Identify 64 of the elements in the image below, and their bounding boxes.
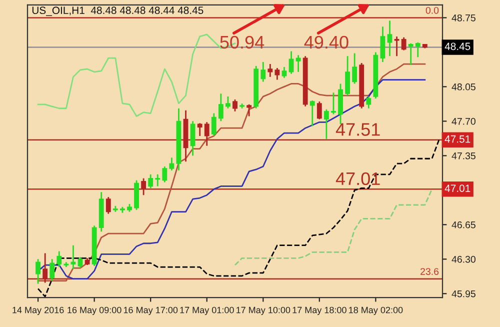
x-tick-label: 17 May 18:00 [292, 306, 346, 316]
candlestick [141, 178, 146, 196]
candlestick [268, 63, 273, 78]
candlestick [401, 36, 406, 51]
candlestick [352, 52, 358, 84]
candlestick [42, 252, 48, 284]
candlestick [310, 100, 315, 127]
x-tick-label: 16 May 17:00 [124, 306, 178, 316]
candlestick [408, 42, 414, 66]
candlestick [162, 166, 168, 183]
candlestick [70, 244, 76, 270]
y-tick-label: 48.75 [452, 14, 476, 22]
candlestick [78, 256, 83, 269]
text: 47.51 [336, 123, 380, 136]
x-tick-label: 18 May 02:00 [349, 306, 403, 316]
ref-line-label: 47.01 [444, 184, 470, 192]
y-tick-label: 46.65 [452, 221, 476, 228]
candlestick [380, 26, 386, 63]
candlestick [190, 120, 196, 156]
line-series [37, 139, 440, 298]
candlestick [226, 96, 230, 110]
annotation: 49.40 [304, 36, 348, 49]
annotation: 50.94 [220, 36, 264, 49]
candlestick [204, 121, 210, 147]
x-tick-label: 17 May 10:00 [236, 306, 290, 316]
annotation: 23.6 [420, 268, 439, 275]
chart-title: US_OIL,H1 48.48 48.48 48.44 48.45 [32, 6, 204, 16]
candlestick [50, 258, 55, 282]
candlestick [296, 54, 301, 73]
candlestick [155, 174, 160, 187]
candlestick [36, 258, 41, 284]
line-series [234, 188, 433, 266]
x-tick-label: 14 May 2016 [12, 306, 64, 316]
candlestick [106, 196, 111, 215]
candlestick [387, 20, 392, 57]
candlestick [415, 42, 420, 58]
candlestick [324, 108, 329, 140]
candlestick [169, 156, 174, 172]
candlestick [366, 96, 372, 110]
candlestick [246, 104, 252, 117]
ref-line-label: 47.51 [444, 135, 470, 143]
y-tick-label: 47.70 [452, 118, 476, 125]
candlestick [345, 55, 350, 96]
y-tick-label: 46.30 [452, 256, 476, 263]
candlestick [288, 50, 294, 75]
annotation: 0.0 [426, 6, 439, 14]
text: 47.01 [336, 172, 380, 186]
y-tick-label: 47.35 [452, 152, 476, 160]
candlestick [232, 98, 238, 112]
x-tick-label: 16 May 09:00 [68, 306, 122, 316]
candlestick [331, 92, 336, 115]
candlestick [211, 112, 216, 137]
candlestick [148, 174, 154, 189]
candlestick [197, 122, 202, 137]
candlestick [56, 250, 62, 268]
candlestick [218, 92, 224, 122]
candlestick [260, 61, 266, 82]
ref-line-label: 48.45 [444, 42, 470, 50]
y-tick-label: 45.95 [452, 290, 476, 298]
candlestick [274, 67, 280, 80]
candlestick [316, 100, 322, 120]
y-tick-label: 48.05 [452, 83, 476, 90]
x-tick-label: 17 May 01:00 [180, 306, 234, 316]
candlestick [282, 66, 287, 79]
